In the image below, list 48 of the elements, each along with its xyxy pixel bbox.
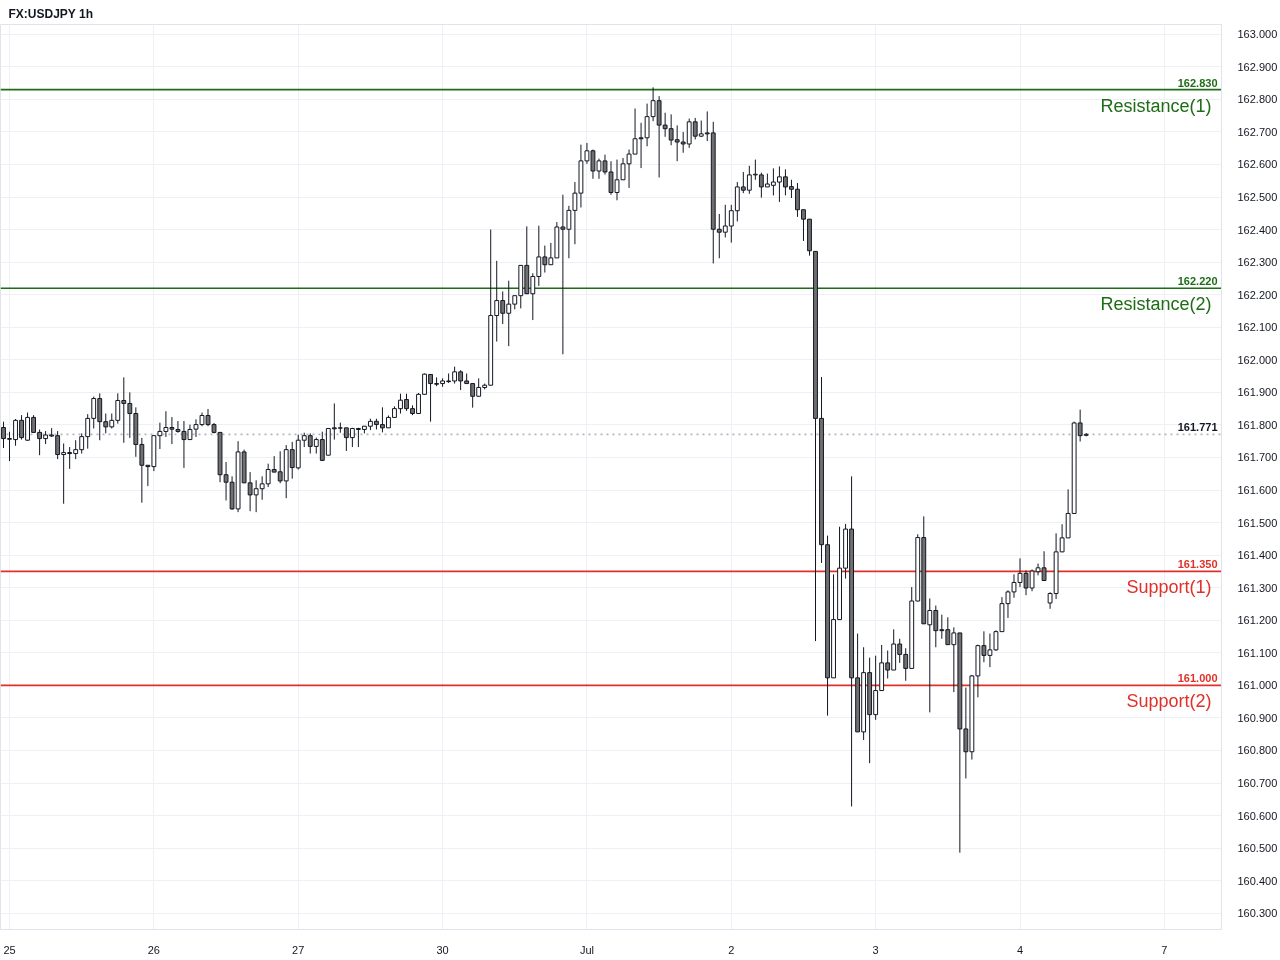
y-tick-label: 161.800 <box>1237 418 1278 431</box>
annotation: 161.350 <box>1177 558 1218 571</box>
y-tick-label: 162.900 <box>1237 60 1278 73</box>
y-tick-label: 161.900 <box>1237 386 1278 399</box>
ref-line-label: Resistance(2) <box>1100 294 1212 315</box>
y-tick-label: 161.000 <box>1237 679 1278 692</box>
y-tick-label: 160.500 <box>1237 842 1278 855</box>
y-tick-label: 162.800 <box>1237 93 1278 106</box>
y-tick-label: 162.500 <box>1237 191 1278 204</box>
y-tick-label: 163.000 <box>1237 28 1278 41</box>
y-tick-label: 160.400 <box>1237 874 1278 887</box>
y-tick-label: 160.900 <box>1237 711 1278 724</box>
annotation: 161.000 <box>1177 672 1218 685</box>
y-tick-label: 162.600 <box>1237 158 1278 171</box>
annotation: 162.220 <box>1177 275 1218 288</box>
y-tick-label: 160.300 <box>1237 907 1278 920</box>
y-tick-label: 162.100 <box>1237 321 1278 334</box>
y-tick-label: 161.100 <box>1237 646 1278 659</box>
y-tick-label: 161.200 <box>1237 614 1278 627</box>
y-tick-label: 162.300 <box>1237 256 1278 269</box>
annotation: 162.830 <box>1177 76 1218 89</box>
annotation: 161.771 <box>1177 421 1218 434</box>
y-tick-label: 161.400 <box>1237 549 1278 562</box>
y-tick-label: 161.300 <box>1237 581 1278 594</box>
x-tick-label: 4 <box>1016 943 1024 956</box>
y-tick-label: 161.600 <box>1237 484 1278 497</box>
y-tick-label: 160.600 <box>1237 809 1278 822</box>
ref-line-label: Support(2) <box>1126 691 1212 712</box>
y-tick-label: 161.500 <box>1237 516 1278 529</box>
y-tick-label: 162.000 <box>1237 353 1278 366</box>
y-tick-label: 162.200 <box>1237 288 1278 301</box>
x-tick-label: 27 <box>292 943 305 956</box>
x-tick-label: 7 <box>1161 943 1168 956</box>
y-tick-label: 161.700 <box>1237 451 1278 464</box>
ref-line-label: Resistance(1) <box>1100 95 1212 116</box>
ref-line-label: Support(1) <box>1126 577 1212 598</box>
x-tick-label: Jul <box>579 943 594 956</box>
x-tick-label: 26 <box>147 943 161 956</box>
x-tick-label: 30 <box>436 943 449 956</box>
x-tick-label: 2 <box>728 943 735 956</box>
x-tick-label: 25 <box>3 943 16 956</box>
candlestick <box>259 475 265 501</box>
y-tick-label: 162.400 <box>1237 223 1278 236</box>
y-tick-label: 162.700 <box>1237 125 1278 138</box>
y-tick-label: 160.700 <box>1237 777 1278 790</box>
x-tick-label: 3 <box>872 943 879 956</box>
y-tick-label: 160.800 <box>1237 744 1278 757</box>
chart-title: FX:USDJPY 1h <box>8 6 93 21</box>
